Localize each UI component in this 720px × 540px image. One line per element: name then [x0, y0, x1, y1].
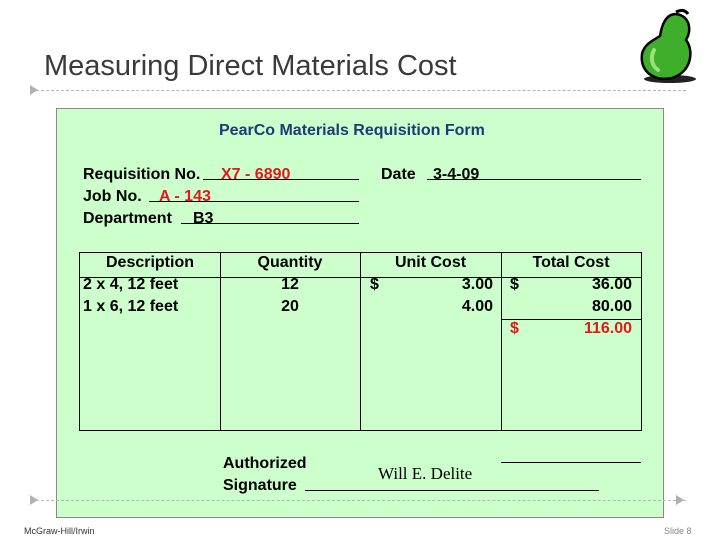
row-quantity: 12 [281, 276, 299, 293]
signature-underline [305, 490, 599, 491]
job-underline [149, 201, 359, 202]
bottom-divider [36, 500, 686, 501]
table-header-divider [80, 277, 641, 278]
footer-publisher: McGraw-Hill/Irwin [24, 526, 95, 536]
slide-title: Measuring Direct Materials Cost [44, 50, 457, 82]
grand-total: 116.00 [583, 320, 632, 337]
column-header-unit-cost: Unit Cost [394, 254, 467, 271]
column-header-total-cost: Total Cost [532, 254, 610, 271]
column-header-quantity: Quantity [257, 254, 323, 271]
subtotal-divider [501, 462, 641, 463]
department-value: B3 [193, 210, 214, 227]
row-description: 1 x 6, 12 feet [83, 298, 179, 315]
row-unit-cost: 4.00 [461, 298, 493, 315]
pear-logo-icon [640, 8, 696, 83]
department-underline [181, 223, 359, 224]
bullet-triangle-icon [30, 495, 38, 505]
row-description: 2 x 4, 12 feet [83, 276, 179, 293]
grand-total-currency: $ [510, 320, 519, 337]
bullet-triangle-icon [676, 495, 684, 505]
signature-text: Will E. Delite [378, 464, 473, 483]
requisition-label: Requisition No. [83, 166, 201, 183]
requisition-value: X7 - 6890 [221, 166, 291, 183]
items-table: Description Quantity Unit Cost Total Cos… [79, 252, 642, 463]
row-quantity: 20 [281, 298, 299, 315]
form-heading: PearCo Materials Requisition Form [219, 122, 485, 139]
date-value: 3-4-09 [433, 166, 480, 183]
department-label: Department [83, 210, 172, 227]
row-total-currency: $ [510, 276, 519, 293]
column-header-description: Description [105, 254, 194, 271]
signature-label: Signature [223, 477, 297, 494]
top-divider [36, 90, 686, 91]
bullet-triangle-icon [30, 85, 38, 95]
row-unit-currency: $ [370, 276, 379, 293]
row-total-cost: 80.00 [591, 298, 632, 315]
authorized-label: Authorized [223, 455, 307, 472]
date-underline [427, 179, 641, 180]
date-label: Date [381, 166, 416, 183]
requisition-underline [203, 179, 359, 180]
table-column-divider [360, 253, 361, 430]
job-label: Job No. [83, 188, 142, 205]
table-column-divider [220, 253, 221, 430]
table-column-divider [501, 253, 502, 430]
row-total-cost: 36.00 [591, 276, 632, 293]
requisition-form: PearCo Materials Requisition Form Requis… [56, 108, 664, 518]
job-value: A - 143 [159, 188, 211, 205]
row-unit-cost: 3.00 [461, 276, 493, 293]
footer-slide-number: Slide 8 [664, 526, 692, 536]
total-divider [501, 319, 641, 320]
